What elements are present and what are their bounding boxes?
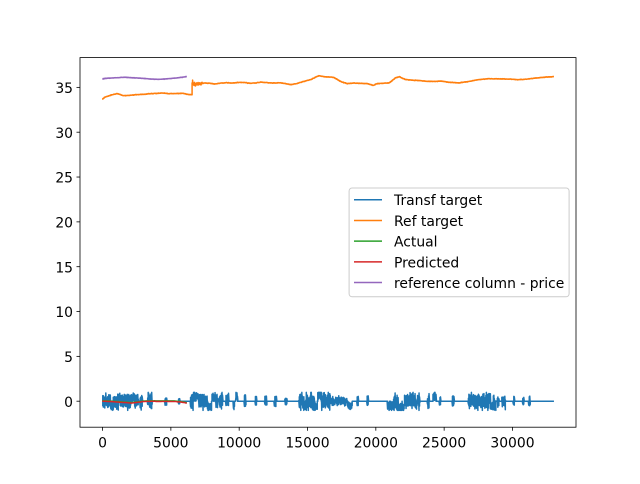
- series-line-4: [102, 75, 187, 81]
- y-tick-label: 25: [55, 171, 73, 187]
- y-tick-label: 10: [55, 305, 73, 321]
- legend-label-2: Actual: [394, 235, 438, 251]
- x-tick-label: 20000: [354, 436, 398, 452]
- series-line-1: [102, 74, 554, 100]
- series-group: [102, 74, 554, 412]
- axes-spines: [79, 57, 577, 428]
- legend-label-1: Ref target: [394, 214, 464, 230]
- legend-label-4: reference column - price: [394, 276, 564, 292]
- y-tick-label: 15: [55, 260, 73, 276]
- legend-frame: [348, 187, 570, 298]
- x-tick-label: 0: [98, 436, 107, 452]
- x-tick-label: 5000: [153, 436, 188, 452]
- x-tick-label: 30000: [490, 436, 534, 452]
- legend-label-0: Transf target: [393, 193, 483, 209]
- legend-label-3: Predicted: [394, 255, 459, 271]
- y-tick-label: 30: [55, 126, 73, 142]
- y-tick-label: 20: [55, 216, 73, 232]
- series-line-3: [102, 400, 187, 405]
- x-tick-label: 10000: [217, 436, 261, 452]
- y-tick-label: 35: [55, 81, 73, 97]
- y-tick-label: 0: [64, 395, 73, 411]
- x-tick-label: 25000: [422, 436, 466, 452]
- x-tick-label: 15000: [285, 436, 329, 452]
- y-tick-label: 5: [64, 350, 73, 366]
- legend: Transf target Ref target Actual Predicted re…: [348, 187, 570, 298]
